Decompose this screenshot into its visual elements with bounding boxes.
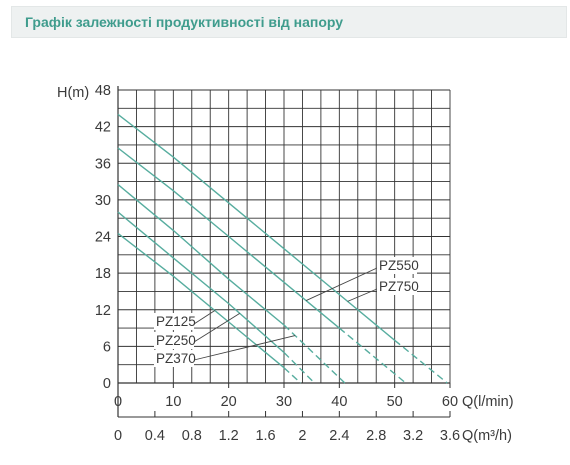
curve-pz250-end xyxy=(283,351,315,384)
curve-pz250 xyxy=(117,211,285,354)
y-tick-label: 24 xyxy=(95,230,111,246)
series-label-pz250: PZ250 xyxy=(156,333,196,348)
y-axis-title: H(m) xyxy=(57,85,89,101)
curve-pz370 xyxy=(117,184,285,326)
leader-line-pz125 xyxy=(193,310,216,325)
curve-pz125-end xyxy=(283,367,302,384)
y-tick-label: 48 xyxy=(95,83,111,99)
y-tick-label: 18 xyxy=(95,266,111,282)
x2-tick-label: 0 xyxy=(114,428,122,444)
series-label-bg-pz550 xyxy=(377,257,417,274)
curve-pz125 xyxy=(117,232,285,369)
y-tick-label: 42 xyxy=(95,120,111,136)
axes xyxy=(117,86,451,418)
chart-title: Графік залежності продуктивності від нап… xyxy=(25,14,344,30)
x-tick-label: 50 xyxy=(387,394,403,410)
y-tick-label: 36 xyxy=(95,156,111,172)
leader-line-pz550 xyxy=(305,267,378,302)
leader-line-pz250 xyxy=(193,313,240,343)
series-label-bg-pz370 xyxy=(154,350,194,367)
tick-labels: 0 6 12 18 24 30 36 42 48 0 10 20 30 40 50 60 0 0.4 0.8 1.2 1… xyxy=(95,83,460,444)
x2-tick-label: 0.8 xyxy=(182,428,202,444)
series-label-bg-pz750 xyxy=(377,278,417,295)
series-label-pz750: PZ750 xyxy=(379,279,419,294)
y-tick-label: 0 xyxy=(103,376,111,392)
leader-line-pz750 xyxy=(347,288,378,302)
curves xyxy=(117,113,448,384)
y-tick-label: 30 xyxy=(95,193,111,209)
series-label-bg-pz125 xyxy=(154,313,194,330)
curve-pz750 xyxy=(117,113,396,341)
series-labels: PZ125 PZ250 PZ370 PZ550 PZ750 xyxy=(154,257,419,367)
x-tick-label: 30 xyxy=(276,394,292,410)
x-tick-label: 20 xyxy=(221,394,237,410)
curve-pz370-end xyxy=(283,324,346,384)
x2-tick-label: 1.6 xyxy=(255,428,275,444)
curve-pz550 xyxy=(117,147,340,329)
x-tick-label: 0 xyxy=(114,394,122,410)
curve-pz550-end xyxy=(338,327,407,384)
y-tick-label: 12 xyxy=(95,303,111,319)
y-tick-label: 6 xyxy=(103,339,111,355)
curve-pz750-end xyxy=(394,339,448,384)
x-axis-title: Q(l/min) xyxy=(462,394,514,410)
x2-tick-label: 1.2 xyxy=(219,428,239,444)
x2-tick-label: 0.4 xyxy=(145,428,165,444)
x-tick-label: 10 xyxy=(165,394,181,410)
leader-line-pz370 xyxy=(193,335,296,361)
x2-tick-label: 3.6 xyxy=(440,428,460,444)
x2-tick-label: 3.2 xyxy=(403,428,423,444)
x-tick-label: 60 xyxy=(442,394,458,410)
x2-tick-label: 2 xyxy=(298,428,306,444)
x-tick-label: 40 xyxy=(331,394,347,410)
series-label-pz125: PZ125 xyxy=(156,314,196,329)
x2-tick-label: 2.4 xyxy=(329,428,349,444)
x2-axis-title: Q(m³/h) xyxy=(462,428,512,444)
x2-tick-label: 2.8 xyxy=(366,428,386,444)
series-label-pz550: PZ550 xyxy=(379,258,419,273)
series-label-bg-pz250 xyxy=(154,332,194,349)
title-bar: Графік залежності продуктивності від нап… xyxy=(11,6,567,38)
series-label-pz370: PZ370 xyxy=(156,351,196,366)
